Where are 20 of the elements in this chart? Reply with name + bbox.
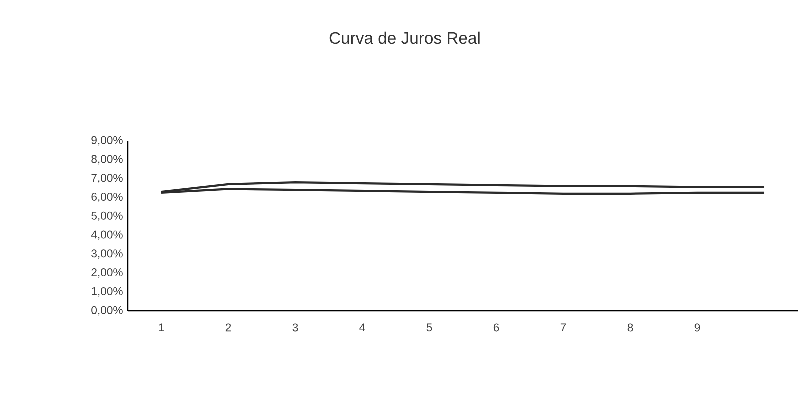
chart-title: Curva de Juros Real	[330, 32, 480, 44]
y-tick-label: 5,00%	[92, 212, 123, 222]
y-tick-label: 3,00%	[92, 250, 123, 260]
x-tick-label: 3	[292, 324, 298, 332]
x-tick-label: 1	[159, 324, 164, 332]
y-tick-label: 4,00%	[91, 230, 123, 240]
x-tick-label: 7	[560, 324, 566, 332]
y-tick-label: 8,00%	[92, 155, 123, 165]
y-tick-label: 9,00%	[92, 136, 123, 146]
y-tick-label: 6,00%	[92, 193, 123, 202]
x-tick-label: 4	[360, 324, 366, 332]
x-tick-label: 2	[226, 324, 232, 332]
y-tick-label: 7,00%	[92, 174, 123, 184]
x-tick-label: 5	[426, 324, 432, 332]
y-tick-label: 0,00%	[92, 306, 123, 316]
x-tick-label: 9	[694, 324, 700, 332]
y-tick-label: 2,00%	[92, 268, 123, 278]
x-tick-label: 8	[628, 324, 634, 332]
x-tick-label: 6	[494, 324, 500, 332]
y-tick-label: 1,00%	[92, 287, 123, 297]
